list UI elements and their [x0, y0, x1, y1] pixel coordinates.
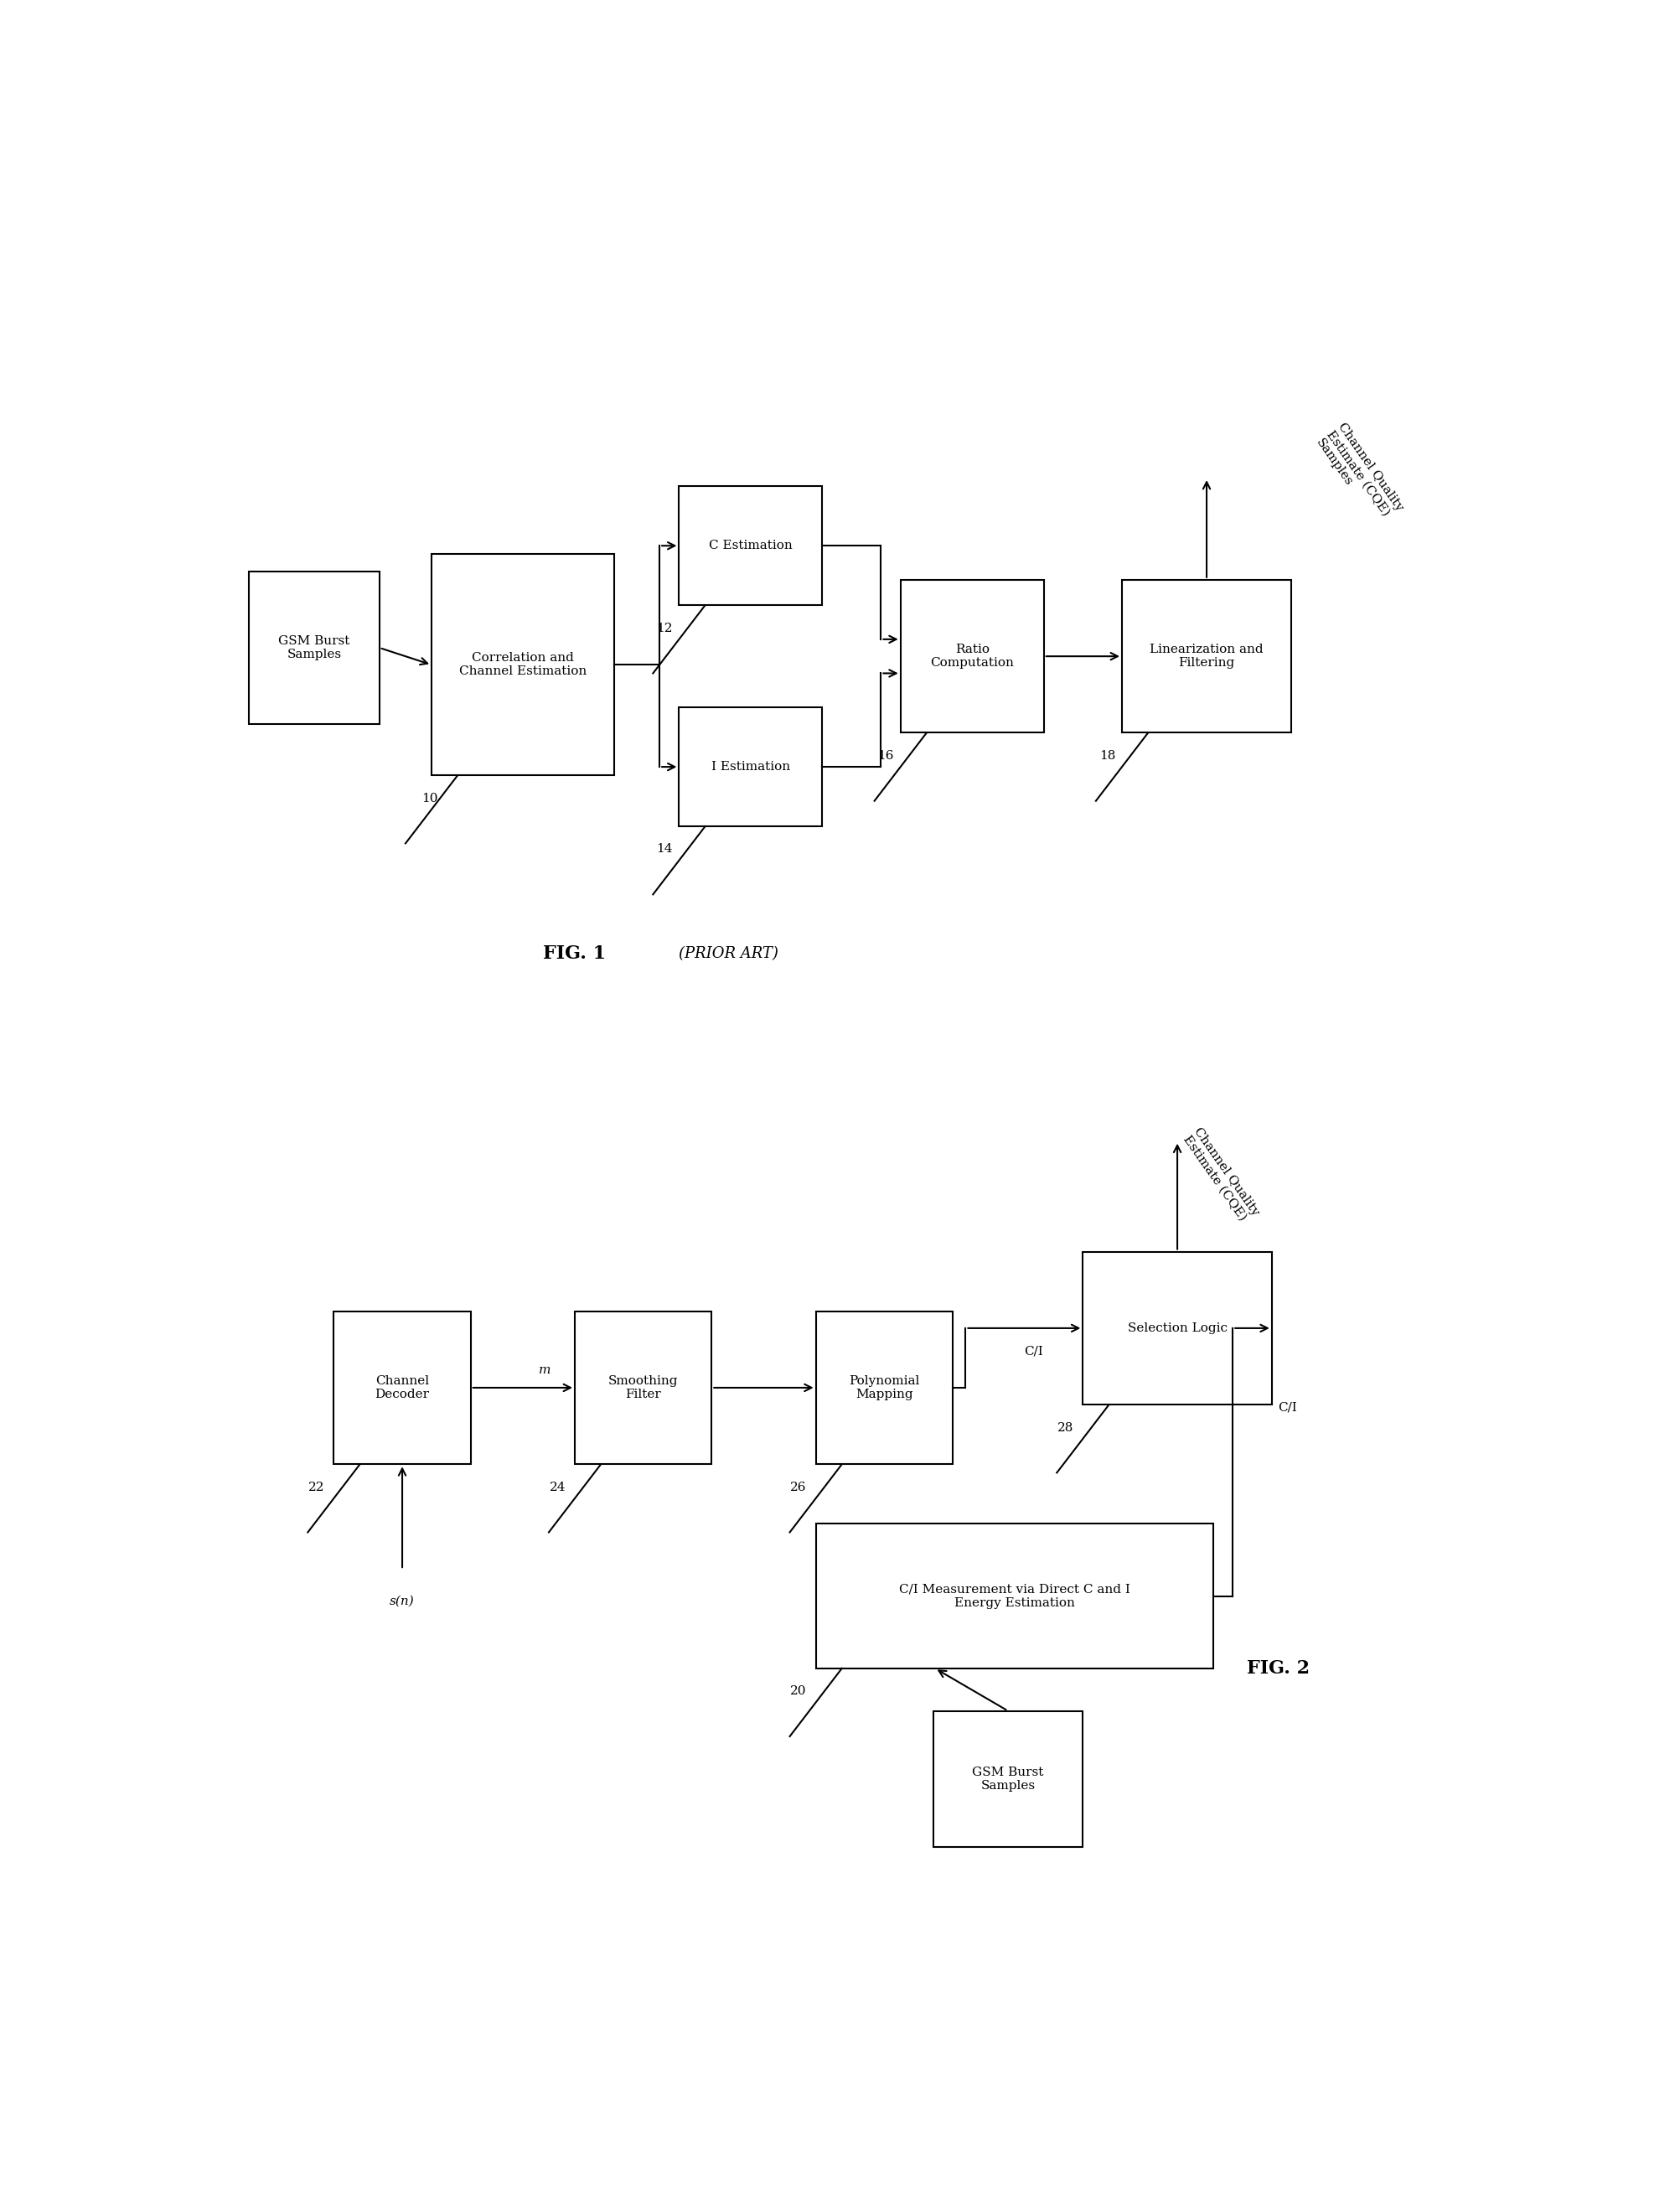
Text: Ratio
Computation: Ratio Computation — [929, 643, 1013, 669]
Text: s(n): s(n) — [390, 1595, 415, 1606]
Bar — [575, 1312, 711, 1465]
Text: C/I Measurement via Direct C and I
Energy Estimation: C/I Measurement via Direct C and I Energ… — [899, 1584, 1129, 1608]
Text: Channel Quality
Estimate (CQE): Channel Quality Estimate (CQE) — [1179, 1127, 1260, 1226]
Bar — [815, 1524, 1213, 1668]
Text: Polynomial
Mapping: Polynomial Mapping — [848, 1374, 919, 1401]
Bar — [679, 486, 822, 605]
Text: C/I: C/I — [1277, 1401, 1297, 1414]
Text: 10: 10 — [422, 793, 438, 804]
Bar — [900, 579, 1043, 733]
Bar — [249, 572, 380, 725]
Text: 16: 16 — [877, 749, 894, 762]
Text: Smoothing
Filter: Smoothing Filter — [608, 1374, 679, 1401]
Text: Correlation and
Channel Estimation: Correlation and Channel Estimation — [459, 652, 586, 678]
Bar — [1082, 1253, 1272, 1405]
Text: FIG. 1: FIG. 1 — [543, 945, 606, 963]
Text: 14: 14 — [655, 844, 672, 855]
Text: 26: 26 — [790, 1482, 806, 1493]
Text: 28: 28 — [1057, 1423, 1074, 1434]
Text: C Estimation: C Estimation — [709, 539, 791, 552]
Text: m: m — [539, 1363, 551, 1376]
Text: FIG. 2: FIG. 2 — [1247, 1659, 1309, 1677]
Text: GSM Burst
Samples: GSM Burst Samples — [971, 1767, 1043, 1791]
Bar — [334, 1312, 470, 1465]
Text: 12: 12 — [655, 623, 672, 634]
Text: Channel Quality
Estimate (CQE)
Samples: Channel Quality Estimate (CQE) Samples — [1312, 420, 1404, 528]
Bar — [1122, 579, 1290, 733]
Text: 22: 22 — [307, 1482, 324, 1493]
Text: (PRIOR ART): (PRIOR ART) — [679, 945, 778, 961]
Text: GSM Burst
Samples: GSM Burst Samples — [279, 636, 349, 660]
Text: Channel
Decoder: Channel Decoder — [375, 1374, 430, 1401]
Text: C/I: C/I — [1023, 1345, 1042, 1356]
Text: 24: 24 — [549, 1482, 566, 1493]
Text: 20: 20 — [790, 1685, 806, 1697]
Bar — [679, 707, 822, 826]
Text: 18: 18 — [1099, 749, 1116, 762]
Bar — [815, 1312, 953, 1465]
Bar — [932, 1710, 1082, 1847]
Text: Linearization and
Filtering: Linearization and Filtering — [1149, 643, 1263, 669]
Text: I Estimation: I Estimation — [711, 760, 790, 773]
Text: Selection Logic: Selection Logic — [1127, 1323, 1226, 1334]
Bar — [432, 554, 613, 775]
